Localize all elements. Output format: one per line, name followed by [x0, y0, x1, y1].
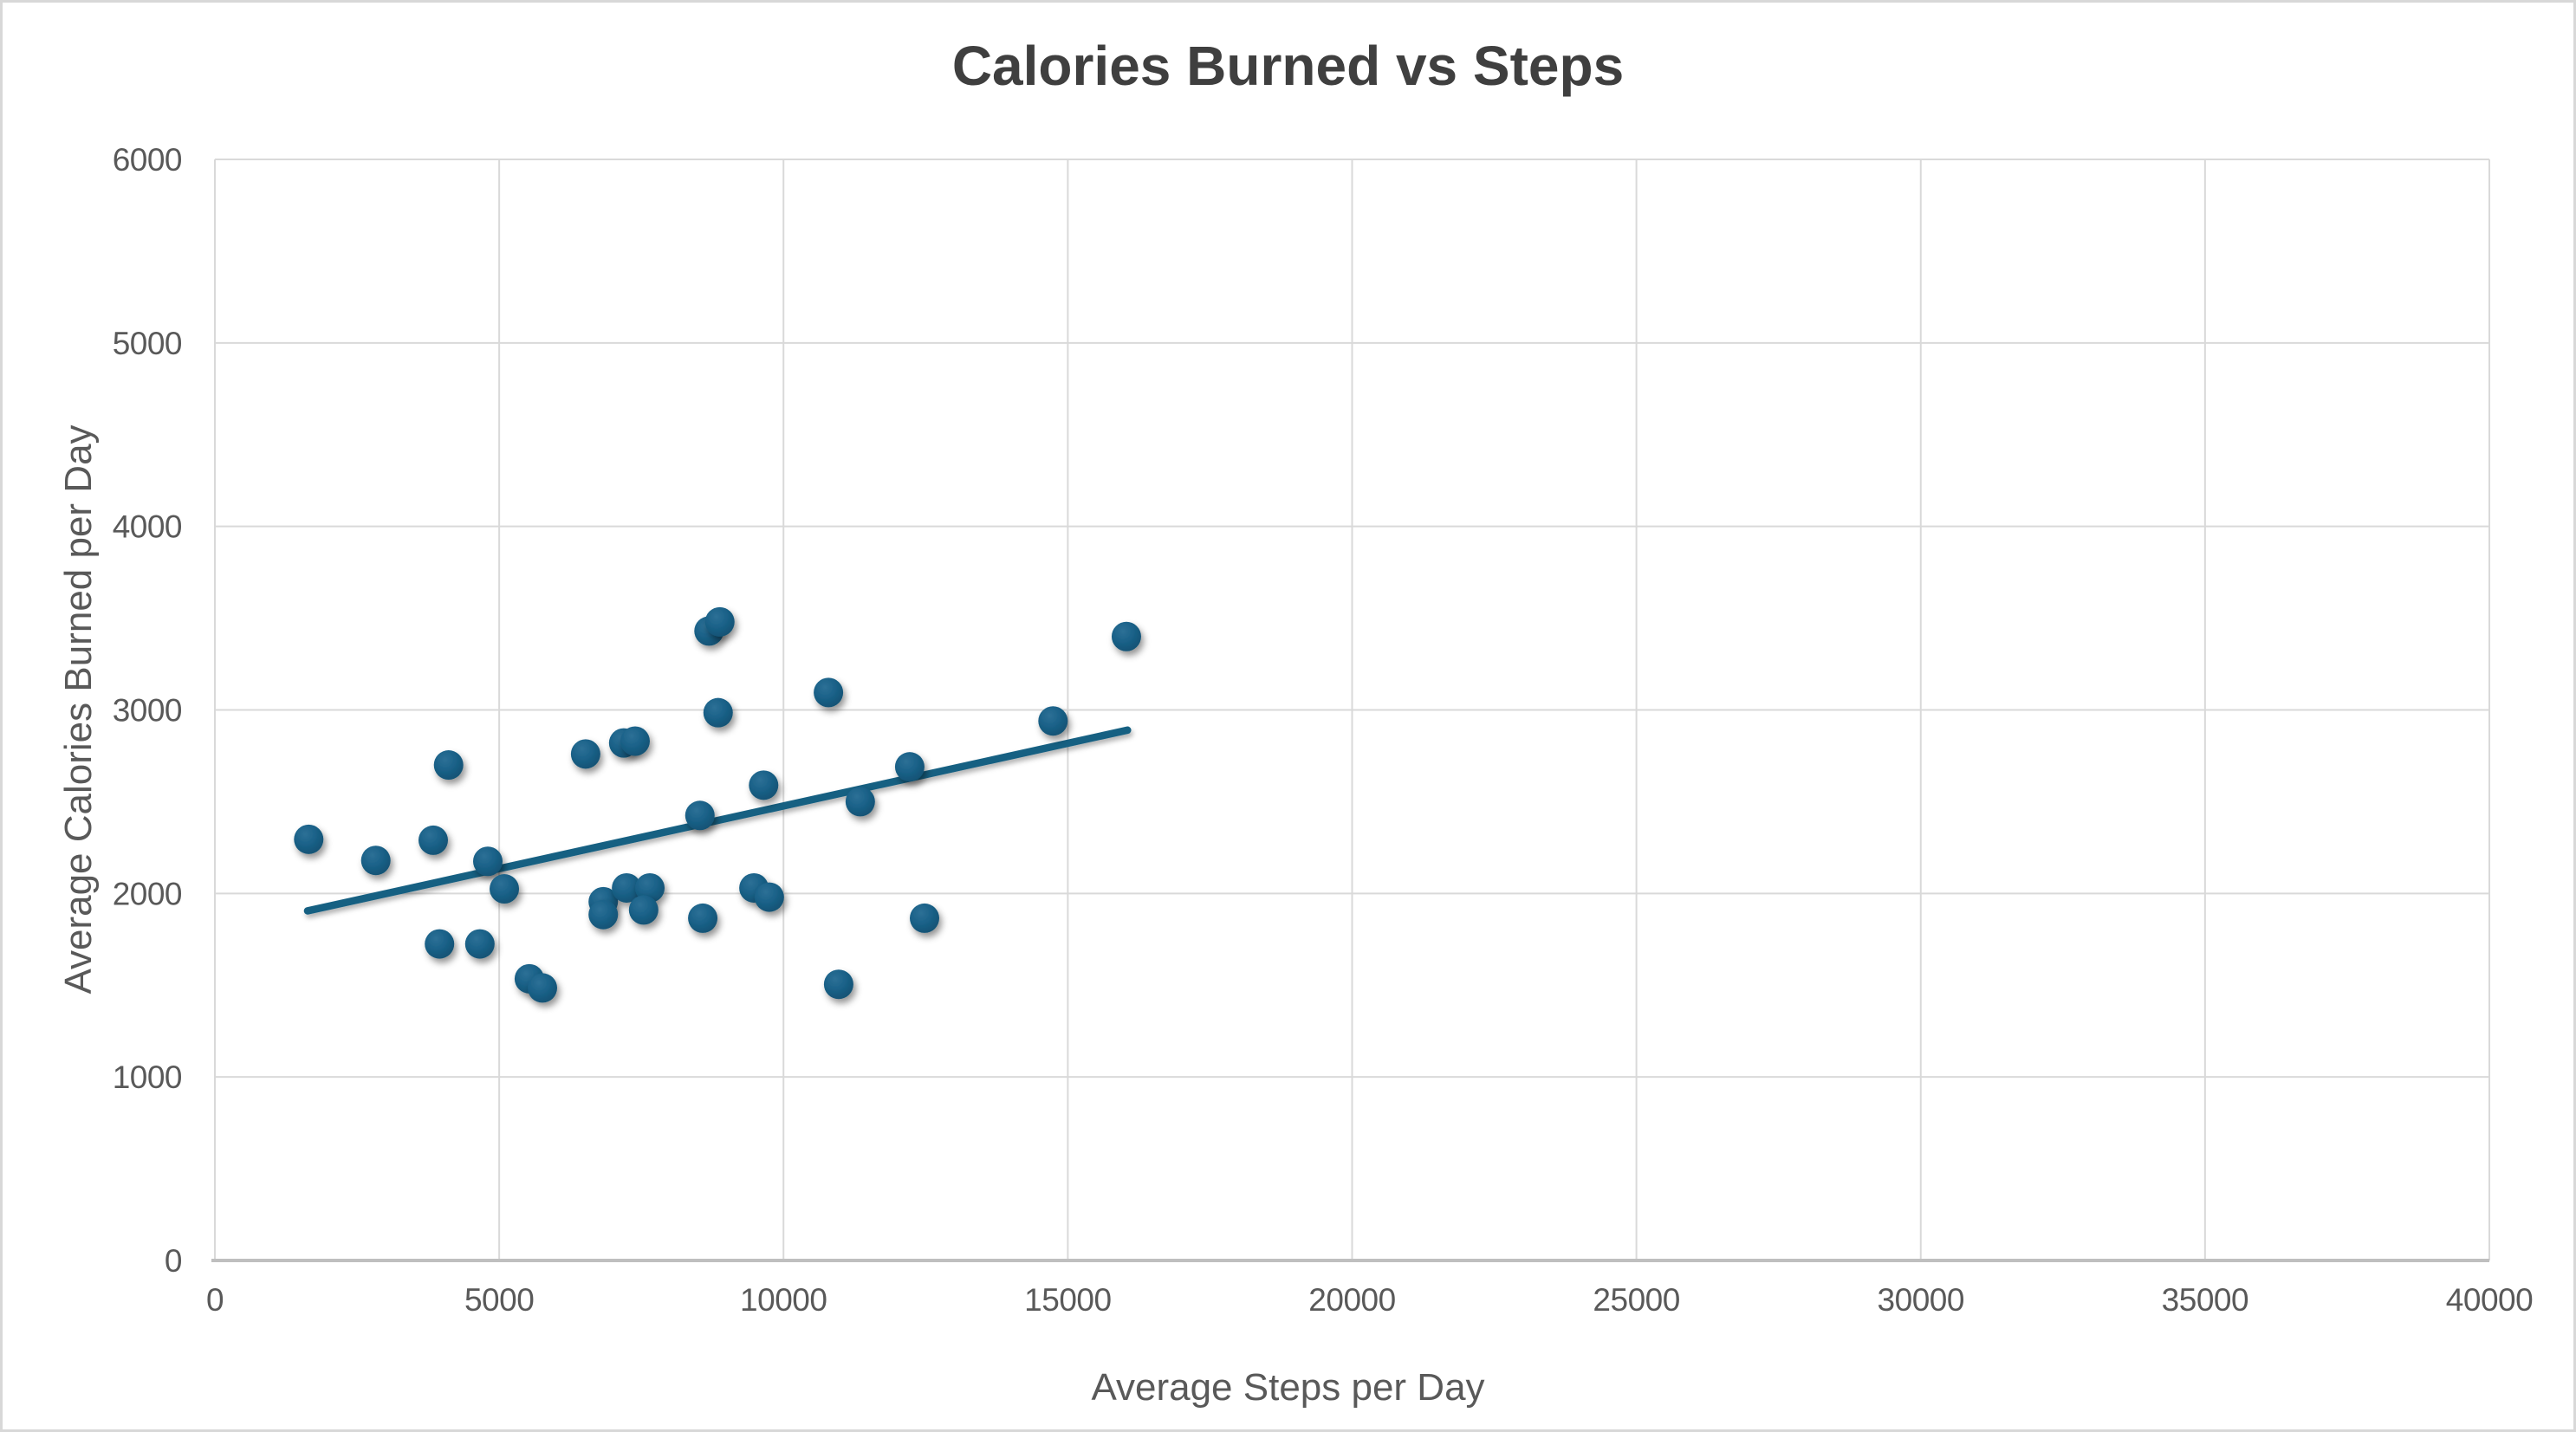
- data-point[interactable]: [612, 872, 642, 903]
- data-point[interactable]: [294, 824, 324, 854]
- data-point[interactable]: [688, 903, 718, 933]
- data-point[interactable]: [704, 606, 735, 637]
- x-tick-label: 30000: [1878, 1282, 1964, 1318]
- data-series: [294, 606, 1141, 1003]
- data-point[interactable]: [528, 973, 557, 1003]
- x-tick-label: 10000: [740, 1282, 827, 1318]
- trend-line[interactable]: [303, 726, 1132, 915]
- x-tick-label: 0: [206, 1282, 224, 1318]
- y-tick-label: 5000: [113, 326, 182, 361]
- x-tick-label: 15000: [1024, 1282, 1111, 1318]
- data-point[interactable]: [620, 726, 650, 756]
- x-tick-label: 20000: [1308, 1282, 1395, 1318]
- data-point[interactable]: [570, 739, 600, 769]
- scatter-plot-area: 0 5000 10000 15000 20000 25000 30000 35000 40000…: [113, 142, 2534, 1318]
- tick-labels: 0 5000 10000 15000 20000 25000 30000 35000 40000…: [113, 142, 2534, 1318]
- data-point[interactable]: [433, 750, 464, 781]
- chart-title[interactable]: Calories Burned vs Steps: [951, 35, 1625, 97]
- data-point[interactable]: [425, 929, 455, 959]
- data-point[interactable]: [1111, 621, 1141, 651]
- data-point[interactable]: [845, 787, 875, 817]
- x-tick-label: 40000: [2446, 1282, 2533, 1318]
- data-point[interactable]: [685, 800, 715, 831]
- data-point[interactable]: [749, 770, 779, 800]
- data-point[interactable]: [464, 929, 495, 959]
- data-point[interactable]: [823, 969, 853, 1000]
- y-tick-label: 0: [165, 1243, 182, 1279]
- x-tick-label: 25000: [1593, 1282, 1679, 1318]
- data-point[interactable]: [588, 899, 619, 930]
- data-point[interactable]: [490, 874, 520, 904]
- data-point[interactable]: [1038, 706, 1068, 736]
- y-tick-label: 4000: [113, 509, 182, 545]
- data-point[interactable]: [814, 677, 844, 708]
- y-tick-label: 3000: [113, 693, 182, 729]
- y-tick-label: 6000: [113, 142, 182, 178]
- data-point[interactable]: [628, 895, 659, 925]
- x-tick-label: 35000: [2162, 1282, 2248, 1318]
- x-axis-title[interactable]: Average Steps per Day: [1091, 1366, 1485, 1409]
- data-point[interactable]: [703, 697, 733, 728]
- data-point[interactable]: [754, 882, 784, 912]
- y-tick-label: 2000: [113, 876, 182, 911]
- data-point[interactable]: [473, 846, 503, 877]
- gridlines: [214, 159, 2490, 1260]
- data-point[interactable]: [419, 825, 448, 855]
- data-point[interactable]: [894, 752, 925, 782]
- y-tick-label: 1000: [113, 1059, 182, 1095]
- data-point[interactable]: [910, 903, 939, 933]
- y-axis-title[interactable]: Average Calories Burned per Day: [57, 424, 100, 995]
- x-tick-label: 5000: [464, 1282, 534, 1318]
- data-point[interactable]: [360, 846, 391, 876]
